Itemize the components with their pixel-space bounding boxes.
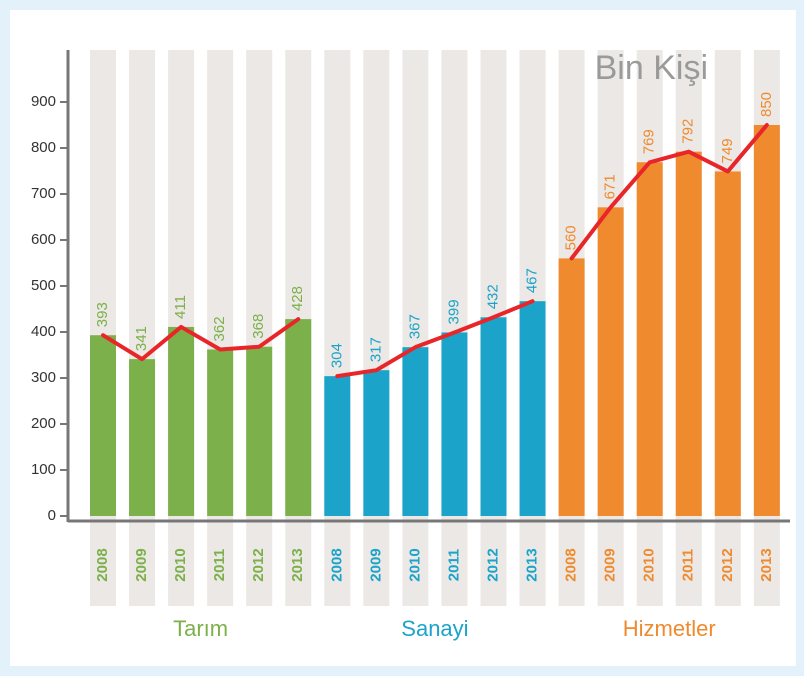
value-label: 368 [250, 314, 267, 339]
bar [519, 301, 546, 516]
x-tick-label: 2009 [602, 548, 619, 581]
value-label: 362 [211, 316, 228, 341]
background-column [324, 50, 351, 606]
value-label: 671 [602, 174, 619, 199]
bar [480, 317, 507, 516]
x-tick-label: 2012 [719, 548, 736, 581]
y-tick-label: 400 [31, 323, 56, 340]
x-tick-label: 2010 [172, 548, 189, 581]
bar [675, 151, 702, 516]
bar [714, 171, 741, 516]
group-label: Hizmetler [623, 616, 716, 641]
value-label: 411 [172, 295, 189, 319]
x-tick-label: 2013 [758, 548, 775, 581]
bar [129, 359, 156, 516]
bar [207, 349, 234, 516]
trend-line [569, 123, 769, 261]
value-label: 317 [367, 337, 384, 362]
x-tick-label: 2012 [250, 548, 267, 581]
unit-label: Bin Kişi [595, 49, 708, 87]
bar [285, 319, 312, 516]
y-tick-label: 0 [48, 507, 56, 524]
bar [168, 326, 195, 516]
x-tick-label: 2008 [563, 548, 580, 581]
y-tick-label: 900 [31, 93, 56, 110]
y-tick-label: 200 [31, 415, 56, 432]
x-tick-label: 2008 [94, 548, 111, 581]
y-tick-label: 600 [31, 231, 56, 248]
y-tick-label: 300 [31, 369, 56, 386]
value-label: 467 [524, 268, 541, 293]
y-tick-label: 100 [31, 461, 56, 478]
value-label: 399 [445, 299, 462, 324]
x-tick-label: 2010 [406, 548, 423, 581]
bar [90, 335, 116, 516]
bar [402, 347, 429, 516]
value-label: 341 [133, 326, 150, 351]
bar [558, 258, 585, 516]
trend-line [101, 317, 301, 362]
x-tick-label: 2011 [445, 549, 462, 582]
bar [636, 162, 663, 516]
x-tick-label: 2008 [328, 548, 345, 581]
group-label: Tarım [173, 616, 228, 641]
bar [363, 370, 390, 516]
group-label: Sanayi [401, 616, 468, 641]
value-label: 560 [563, 225, 580, 250]
y-tick-label: 800 [31, 139, 56, 156]
value-label: 393 [94, 302, 111, 327]
x-tick-label: 2012 [484, 548, 501, 581]
x-tick-label: 2011 [211, 549, 228, 582]
x-tick-label: 2009 [367, 548, 384, 581]
x-tick-label: 2010 [641, 548, 658, 581]
x-tick-label: 2009 [133, 548, 150, 581]
value-label: 792 [680, 119, 697, 144]
background-column [363, 50, 390, 606]
value-label: 304 [328, 343, 345, 368]
y-tick-label: 700 [31, 185, 56, 202]
bar [246, 346, 273, 516]
x-tick-label: 2013 [289, 548, 306, 581]
value-label: 850 [758, 92, 775, 117]
y-tick-label: 500 [31, 277, 56, 294]
trend-line [335, 299, 535, 379]
value-label: 367 [406, 314, 423, 339]
x-tick-label: 2013 [524, 548, 541, 581]
value-label: 749 [719, 138, 736, 163]
value-label: 432 [484, 284, 501, 309]
bar [753, 125, 780, 516]
bar [441, 332, 468, 516]
bar [324, 376, 351, 516]
bar [597, 207, 624, 516]
value-label: 428 [289, 286, 306, 311]
x-tick-label: 2011 [680, 549, 697, 582]
value-label: 769 [641, 129, 658, 154]
